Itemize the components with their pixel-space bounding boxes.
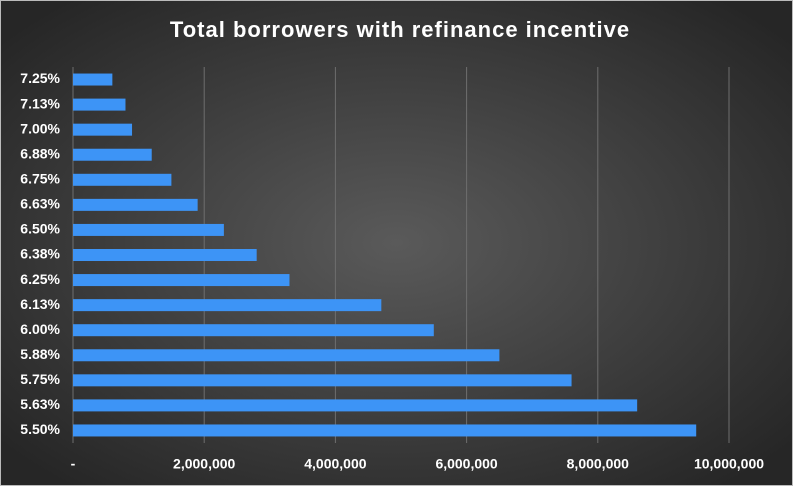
x-tick-label: 10,000,000 <box>694 456 764 472</box>
y-tick-label: 6.38% <box>20 246 60 262</box>
y-tick-label: 7.25% <box>20 70 60 86</box>
x-tick-label: 8,000,000 <box>567 456 629 472</box>
y-tick-label: 6.88% <box>20 145 60 161</box>
bar <box>73 173 172 186</box>
y-tick-label: 5.63% <box>20 396 60 412</box>
y-tick-label: 5.88% <box>20 346 60 362</box>
y-tick-label: 5.50% <box>20 421 60 437</box>
y-tick-label: 6.50% <box>20 221 60 237</box>
bar <box>73 73 113 86</box>
bar <box>73 148 152 161</box>
y-tick-label: 6.63% <box>20 196 60 212</box>
y-tick-label: 7.00% <box>20 120 60 136</box>
y-tick-label: 6.75% <box>20 171 60 187</box>
bar <box>73 349 500 362</box>
bar <box>73 299 382 312</box>
bar <box>73 324 434 337</box>
bar <box>73 274 290 287</box>
x-tick-label: 6,000,000 <box>435 456 497 472</box>
bar <box>73 98 126 111</box>
bar <box>73 249 257 261</box>
y-tick-label: 6.13% <box>20 296 60 312</box>
bar <box>73 424 697 437</box>
x-tick-label: 4,000,000 <box>304 456 366 472</box>
y-tick-label: 5.75% <box>20 371 60 387</box>
bar <box>73 123 133 136</box>
y-tick-label: 6.25% <box>20 271 60 287</box>
x-tick-label: - <box>71 456 76 472</box>
bar <box>73 198 198 211</box>
bar <box>73 223 224 236</box>
y-tick-label: 6.00% <box>20 321 60 337</box>
bar <box>73 399 638 412</box>
bar <box>73 374 572 387</box>
y-tick-label: 7.13% <box>20 95 60 111</box>
chart-title: Total borrowers with refinance incentive <box>170 17 630 42</box>
x-tick-label: 2,000,000 <box>173 456 235 472</box>
